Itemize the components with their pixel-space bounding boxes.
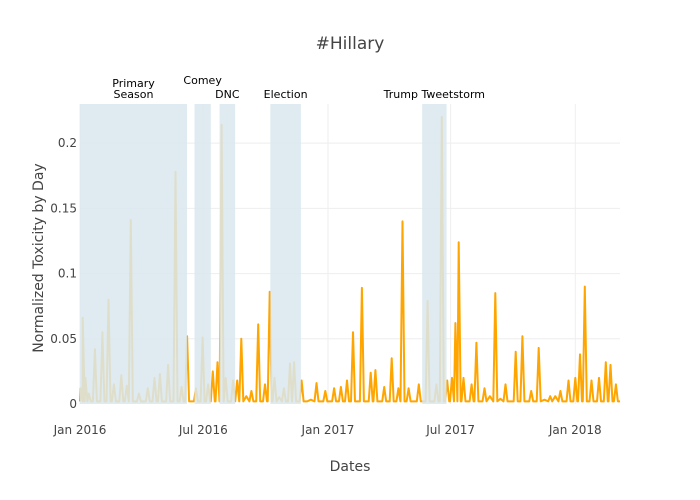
- x-tick-label: Jan 2016: [53, 423, 107, 437]
- data-point: [324, 390, 327, 392]
- data-point: [216, 361, 219, 364]
- data-point: [454, 322, 457, 324]
- data-point: [390, 357, 393, 360]
- data-point: [236, 379, 238, 382]
- data-point: [584, 285, 586, 288]
- data-point: [361, 287, 363, 289]
- band-label: Season: [114, 88, 154, 101]
- data-point: [504, 383, 507, 386]
- y-tick-label: 0.05: [50, 332, 77, 346]
- data-point: [240, 338, 243, 340]
- data-point: [397, 387, 400, 390]
- x-axis-title: Dates: [330, 459, 371, 475]
- data-point: [352, 331, 354, 334]
- data-point: [530, 390, 532, 392]
- band-label: Primary: [112, 77, 155, 90]
- band-label: Comey: [183, 74, 222, 87]
- data-point: [250, 390, 253, 392]
- data-point: [457, 241, 460, 244]
- y-axis-title: Normalized Toxicity by Day: [31, 163, 47, 352]
- data-point: [567, 379, 570, 382]
- data-point: [268, 291, 271, 293]
- data-point: [346, 379, 348, 382]
- data-point: [401, 220, 404, 223]
- data-point: [383, 386, 386, 388]
- data-point: [264, 383, 266, 386]
- y-tick-label: 0.15: [50, 201, 77, 215]
- data-point: [257, 323, 260, 326]
- band-rect: [219, 104, 236, 404]
- data-point: [605, 361, 607, 364]
- data-point: [574, 377, 577, 379]
- y-axis-ticks: 0 0.05 0.1 0.15 0.2: [50, 136, 77, 411]
- band-rect: [270, 104, 301, 404]
- data-point: [609, 364, 612, 366]
- data-point: [598, 377, 600, 379]
- x-tick-label: Jan 2018: [548, 423, 602, 437]
- data-point: [374, 369, 377, 371]
- data-point: [470, 383, 473, 386]
- data-point: [407, 387, 410, 390]
- y-tick-label: 0: [69, 397, 77, 411]
- band-label: Election: [264, 88, 308, 101]
- data-point: [462, 377, 465, 379]
- data-point: [559, 390, 562, 392]
- data-point: [333, 387, 335, 390]
- y-tick-label: 0.1: [58, 267, 77, 281]
- data-point: [537, 347, 540, 349]
- chart-title: #Hillary: [316, 34, 385, 54]
- y-tick-label: 0.2: [58, 136, 77, 150]
- x-axis-ticks: Jan 2016 Jul 2016 Jan 2017 Jul 2017 Jan 2018: [53, 423, 602, 437]
- data-point: [212, 370, 214, 373]
- data-point: [590, 379, 593, 382]
- band-rect: [194, 104, 211, 404]
- data-point: [340, 386, 342, 388]
- data-point: [521, 335, 524, 338]
- data-point: [615, 383, 617, 386]
- data-point: [315, 382, 318, 384]
- x-tick-label: Jan 2017: [301, 423, 355, 437]
- band-rect: [422, 104, 447, 404]
- data-point: [451, 377, 453, 379]
- x-tick-label: Jul 2017: [425, 423, 475, 437]
- data-point: [483, 387, 486, 390]
- data-point: [579, 353, 581, 356]
- data-point: [549, 395, 551, 398]
- data-point: [494, 292, 497, 294]
- x-tick-label: Jul 2016: [178, 423, 228, 437]
- highlight-bands: [80, 104, 447, 404]
- data-point: [300, 379, 303, 382]
- band-label: Trump Tweetstorm: [383, 88, 485, 101]
- band-label: DNC: [215, 88, 240, 101]
- data-point: [514, 351, 517, 353]
- data-point: [369, 371, 372, 374]
- data-point: [446, 379, 449, 382]
- band-rect: [80, 104, 188, 404]
- data-point: [475, 341, 478, 344]
- data-point: [418, 383, 420, 386]
